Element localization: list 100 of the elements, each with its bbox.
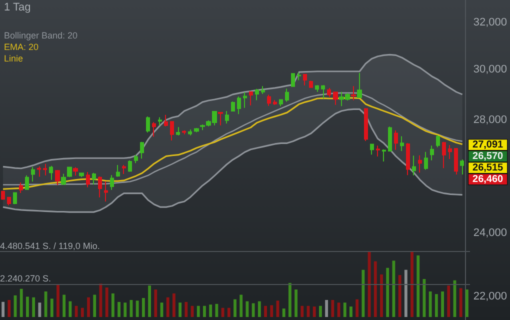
bar <box>166 297 170 317</box>
bar <box>294 289 298 317</box>
candlestick <box>376 145 380 157</box>
bar <box>252 303 255 317</box>
candlestick <box>98 176 102 198</box>
candlestick <box>424 151 428 170</box>
candlestick <box>194 127 199 133</box>
candlestick <box>279 99 283 107</box>
bar <box>87 297 90 317</box>
candlestick <box>49 165 53 180</box>
candlestick <box>61 173 66 186</box>
candlestick <box>146 116 150 133</box>
candlestick <box>164 114 168 127</box>
candlestick <box>412 155 416 176</box>
bar <box>105 288 108 317</box>
candlestick <box>116 164 120 178</box>
y-tick-label: 24,000 <box>473 226 508 239</box>
line-series <box>2 54 464 170</box>
bar <box>240 294 243 317</box>
candlestick <box>382 148 386 162</box>
bar <box>2 302 5 317</box>
bar <box>74 306 78 317</box>
bar <box>416 255 420 317</box>
candlestick <box>357 72 362 98</box>
candlestick <box>7 196 11 206</box>
candlestick <box>285 88 289 102</box>
candlestick <box>442 141 446 169</box>
bar <box>398 275 402 317</box>
candlestick <box>454 148 458 176</box>
bar <box>447 286 450 317</box>
candlestick <box>460 159 464 176</box>
candlestick <box>448 144 452 160</box>
bar <box>20 288 23 317</box>
text: 26,515 <box>472 162 504 174</box>
y-tick-label: 28,000 <box>473 114 508 126</box>
bar <box>124 302 127 317</box>
bar <box>68 301 72 317</box>
candlestick <box>388 126 392 152</box>
bar <box>350 306 352 317</box>
bar <box>441 291 444 317</box>
bar <box>209 304 212 317</box>
candlestick <box>218 112 223 126</box>
candlestick <box>394 130 398 150</box>
bar <box>178 302 182 317</box>
y-tick-label: 22,000 <box>473 290 508 302</box>
bar <box>56 284 60 317</box>
bar <box>203 306 206 317</box>
y-tick-label: 30,000 <box>473 64 508 76</box>
ref-line-label: 2.240.270 S. <box>0 274 52 284</box>
bar <box>410 251 414 317</box>
annotation: Linie <box>4 54 24 64</box>
candlestick <box>140 141 144 160</box>
bar <box>428 291 432 317</box>
bar <box>172 293 176 317</box>
candlestick <box>86 172 90 188</box>
bar <box>404 270 408 317</box>
bar <box>434 294 438 317</box>
bar <box>148 286 152 317</box>
bar <box>368 251 371 317</box>
bar <box>380 274 383 317</box>
line-series <box>2 108 464 213</box>
candlestick <box>321 84 325 99</box>
bar <box>50 298 54 317</box>
candlestick <box>291 72 295 88</box>
text: 26,570 <box>472 151 504 162</box>
candlestick <box>351 86 356 101</box>
bar <box>32 297 36 317</box>
candlestick <box>333 91 338 106</box>
bar <box>8 300 11 317</box>
bar <box>331 300 334 317</box>
candlestick <box>134 154 138 164</box>
bar <box>282 308 286 317</box>
candlestick <box>25 174 29 190</box>
candlestick <box>267 94 271 106</box>
y-tick-label: 32,000 <box>473 16 508 28</box>
candlestick <box>370 143 374 156</box>
candlestick <box>255 88 259 101</box>
bar <box>392 260 396 317</box>
candlestick <box>170 120 174 141</box>
candlestick <box>400 136 404 152</box>
candlestick <box>31 166 35 182</box>
candlestick <box>13 192 17 205</box>
candlestick <box>19 182 23 194</box>
bar <box>343 302 346 317</box>
candlestick <box>261 86 265 94</box>
candlestick <box>43 163 47 176</box>
candlestick <box>309 80 313 88</box>
bar <box>465 289 468 317</box>
bar <box>99 284 102 317</box>
candlestick <box>327 87 331 98</box>
candlestick <box>364 108 368 142</box>
candlestick <box>158 116 162 126</box>
candlestick <box>128 160 132 172</box>
bar <box>62 294 66 317</box>
bar <box>325 300 328 317</box>
candlestick <box>418 154 422 174</box>
candlestick <box>104 180 108 202</box>
candlestick <box>315 84 319 92</box>
bar <box>312 306 316 317</box>
candlestick <box>243 92 247 108</box>
